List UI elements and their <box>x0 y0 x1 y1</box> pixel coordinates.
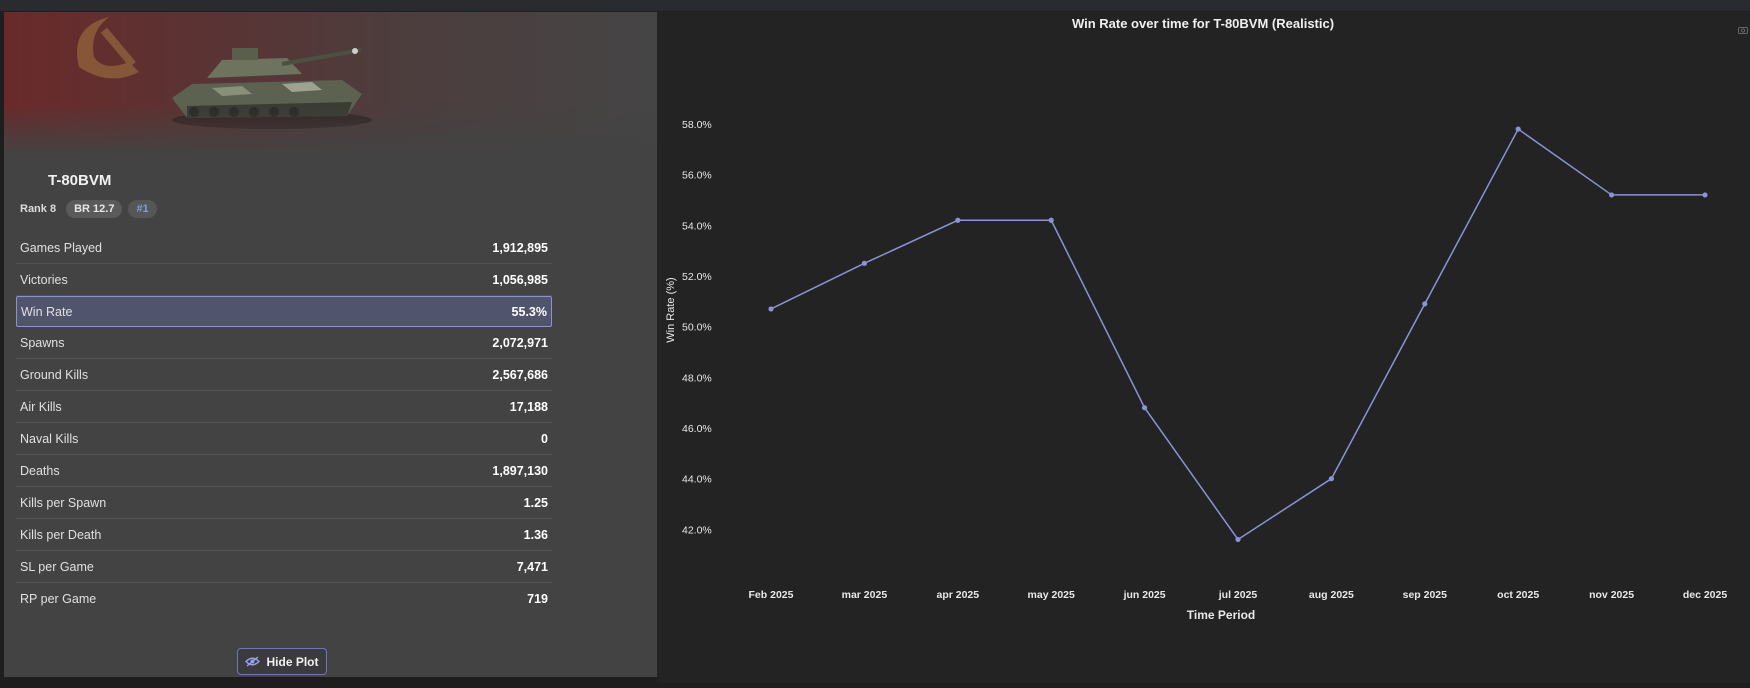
stat-row-sl-per-game: SL per Game 7,471 <box>16 551 552 583</box>
y-tick-label: 54.0% <box>682 220 712 232</box>
y-tick-label: 46.0% <box>682 423 712 435</box>
stat-value: 2,072,971 <box>492 335 548 350</box>
stat-row-kills-per-death: Kills per Death 1.36 <box>16 519 552 551</box>
data-point <box>768 306 774 312</box>
stat-row-spawns: Spawns 2,072,971 <box>16 327 552 359</box>
vehicle-tags: Rank 8 BR 12.7 #1 <box>16 200 157 218</box>
x-tick-label: apr 2025 <box>936 589 979 601</box>
vehicle-banner <box>4 12 657 155</box>
stat-row-rp-per-game: RP per Game 719 <box>16 583 552 614</box>
stat-value: 0 <box>541 431 548 446</box>
x-tick-label: jul 2025 <box>1218 589 1258 601</box>
rank-label: Rank 8 <box>20 203 57 215</box>
x-tick-label: nov 2025 <box>1589 589 1634 601</box>
x-tick-label: jun 2025 <box>1123 589 1166 601</box>
stat-label: Win Rate <box>21 304 73 319</box>
y-tick-label: 42.0% <box>682 524 712 536</box>
win-rate-chart: Win Rate over time for T-80BVM (Realisti… <box>665 16 1728 622</box>
data-point <box>1609 192 1615 198</box>
y-tick-label: 44.0% <box>682 474 712 486</box>
data-point <box>1142 405 1148 411</box>
y-tick-label: 52.0% <box>682 271 712 283</box>
stat-row-ground-kills: Ground Kills 2,567,686 <box>16 359 552 391</box>
stat-label: RP per Game <box>20 591 97 606</box>
stat-row-kills-per-spawn: Kills per Spawn 1.25 <box>16 487 552 519</box>
chart-title: Win Rate over time for T-80BVM (Realisti… <box>1072 16 1334 31</box>
stat-value: 17,188 <box>509 399 548 414</box>
stat-label: Spawns <box>20 335 65 350</box>
stat-label: Victories <box>20 272 68 287</box>
data-point <box>1328 476 1334 482</box>
x-tick-label: may 2025 <box>1028 589 1075 601</box>
x-tick-label: dec 2025 <box>1683 589 1728 601</box>
stat-value: 55.3% <box>511 304 547 319</box>
stats-table: Games Played 1,912,895 Victories 1,056,9… <box>16 232 552 614</box>
top-strip <box>0 0 1750 11</box>
position-badge: #1 <box>128 200 157 218</box>
y-tick-label: 50.0% <box>682 322 712 334</box>
x-tick-label: mar 2025 <box>842 589 888 601</box>
y-tick-label: 48.0% <box>682 372 712 384</box>
data-point <box>955 217 961 223</box>
hammer-sickle-icon <box>77 17 139 79</box>
camera-icon[interactable] <box>1738 26 1748 34</box>
stat-value: 1.25 <box>523 495 548 510</box>
hide-plot-label: Hide Plot <box>266 654 319 669</box>
vehicle-card: T-80BVM Rank 8 BR 12.7 #1 Games Played 1… <box>4 12 657 677</box>
stat-row-air-kills: Air Kills 17,188 <box>16 391 552 423</box>
stat-label: Air Kills <box>20 399 62 414</box>
stat-label: Games Played <box>20 240 102 255</box>
hide-plot-button[interactable]: Hide Plot <box>237 648 327 675</box>
y-axis-label: Win Rate (%) <box>665 277 677 342</box>
x-tick-label: sep 2025 <box>1403 589 1448 601</box>
data-point <box>1235 536 1241 543</box>
y-tick-label: 56.0% <box>682 170 712 182</box>
data-point <box>1702 192 1708 198</box>
stat-label: Deaths <box>20 463 60 478</box>
data-point <box>1422 301 1428 307</box>
stat-row-games-played: Games Played 1,912,895 <box>16 232 552 264</box>
data-point <box>1515 126 1521 132</box>
chart-panel: Win Rate over time for T-80BVM (Realisti… <box>657 12 1750 683</box>
stat-value: 1,056,985 <box>492 272 548 287</box>
stat-label: SL per Game <box>20 559 94 574</box>
stat-label: Kills per Spawn <box>20 495 107 510</box>
stat-label: Kills per Death <box>20 527 102 542</box>
stat-value: 1,912,895 <box>492 240 548 255</box>
stat-value: 7,471 <box>516 559 548 574</box>
stat-row-win-rate[interactable]: Win Rate 55.3% <box>16 296 552 327</box>
x-tick-label: oct 2025 <box>1497 589 1539 601</box>
x-axis-label: Time Period <box>1187 608 1255 622</box>
stat-value: 2,567,686 <box>492 367 548 382</box>
x-tick-label: aug 2025 <box>1309 589 1354 601</box>
y-tick-label: 58.0% <box>682 119 712 131</box>
stat-row-victories: Victories 1,056,985 <box>16 264 552 296</box>
stat-value: 1.36 <box>523 527 548 542</box>
data-point <box>1048 217 1054 223</box>
eye-off-icon <box>245 656 261 667</box>
stat-value: 719 <box>527 591 548 606</box>
x-tick-label: Feb 2025 <box>749 589 794 601</box>
data-point <box>861 260 867 266</box>
banner-fade <box>4 105 657 155</box>
stat-row-deaths: Deaths 1,897,130 <box>16 455 552 487</box>
series-line <box>770 127 1705 541</box>
stat-label: Naval Kills <box>20 431 79 446</box>
stat-value: 1,897,130 <box>492 463 548 478</box>
stat-label: Ground Kills <box>20 367 89 382</box>
br-badge: BR 12.7 <box>66 200 123 218</box>
vehicle-name: T-80BVM <box>48 172 112 189</box>
stat-row-naval-kills: Naval Kills 0 <box>16 423 552 455</box>
